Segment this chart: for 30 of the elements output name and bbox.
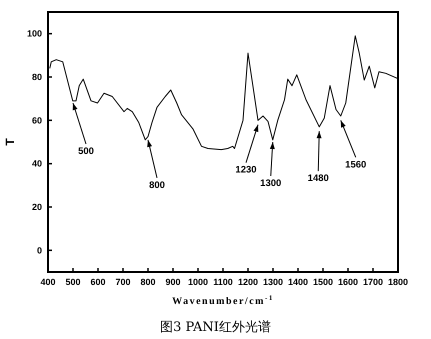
annotation: 1300 xyxy=(260,178,282,189)
x-axis-title: Wavenumber/cm$^{-1}$ xyxy=(172,294,274,307)
annotation: 800 xyxy=(149,180,165,191)
y-axis-title: T xyxy=(3,138,17,146)
y-tick-label: 40 xyxy=(32,158,42,169)
annotation: 1560 xyxy=(345,159,366,170)
x-tick-label: 1000 xyxy=(188,277,208,287)
x-tick-label: 800 xyxy=(140,277,156,287)
text: 图3 PANI红外光谱 xyxy=(160,320,271,335)
annotation: 1480 xyxy=(308,173,329,184)
x-tick-label: 1500 xyxy=(312,277,334,287)
x-tick-label: 1200 xyxy=(238,277,258,287)
x-tick-label: 500 xyxy=(65,277,81,287)
x-tick-label: 1300 xyxy=(262,277,284,287)
x-tick-label: 700 xyxy=(115,277,131,287)
annotation: 1230 xyxy=(235,164,257,176)
x-tick-label: 1700 xyxy=(362,277,384,287)
y-tick-label: 60 xyxy=(32,115,42,126)
x-tick-label: 400 xyxy=(40,277,56,287)
x-tick-label: 1800 xyxy=(388,277,408,287)
y-tick-label: 100 xyxy=(26,28,42,39)
y-tick-label: 20 xyxy=(32,202,42,212)
x-tick-label: 1100 xyxy=(213,277,233,287)
x-tick-label: 1400 xyxy=(288,277,308,287)
y-tick-label: 0 xyxy=(36,245,42,256)
x-tick-label: 1600 xyxy=(338,277,358,287)
annotation: 500 xyxy=(78,146,94,157)
x-tick-label: 900 xyxy=(165,277,181,287)
y-tick-label: 80 xyxy=(32,72,42,82)
x-tick-label: 600 xyxy=(90,277,106,287)
